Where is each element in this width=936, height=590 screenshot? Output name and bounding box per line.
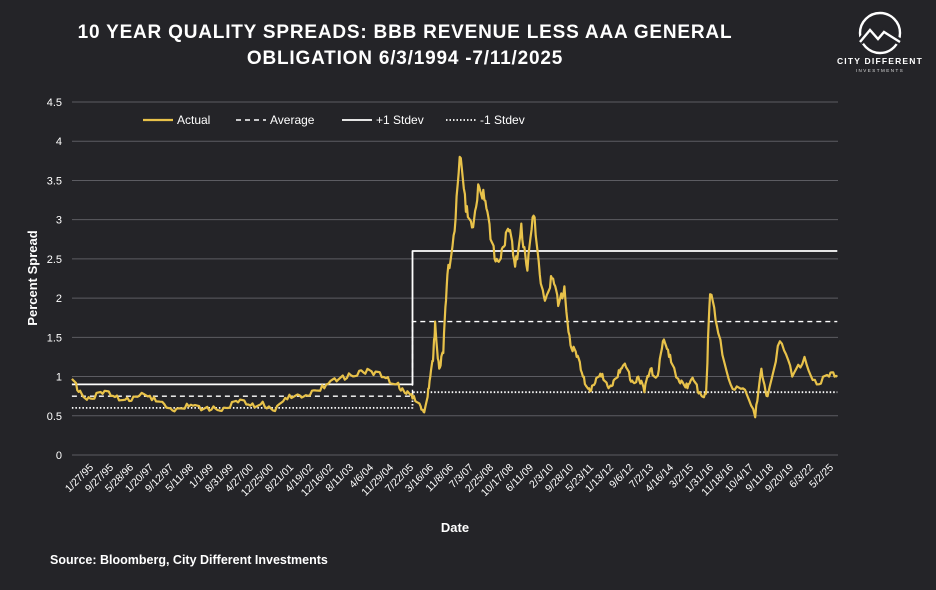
y-tick-label: 3.5 xyxy=(47,175,62,187)
y-tick-label: 2 xyxy=(56,293,62,305)
legend-label: Actual xyxy=(177,113,210,127)
x-axis-title: Date xyxy=(441,520,469,535)
series-line-actual xyxy=(71,155,838,419)
series-line-1-stdev xyxy=(71,250,838,386)
company-logo: CITY DIFFERENT INVESTMENTS xyxy=(826,10,934,90)
y-tick-label: 3 xyxy=(56,215,62,227)
legend-label: Average xyxy=(270,113,315,127)
logo-subtitle: INVESTMENTS xyxy=(855,68,905,73)
logo-name: CITY DIFFERENT xyxy=(836,56,924,66)
y-axis-title: Percent Spread xyxy=(25,230,40,325)
legend-label: +1 Stdev xyxy=(376,113,424,127)
chart-title-line1: 10 YEAR QUALITY SPREADS: BBB REVENUE LES… xyxy=(77,22,733,43)
source-note: Source: Bloomberg, City Different Invest… xyxy=(50,553,328,567)
legend-label: -1 Stdev xyxy=(480,113,525,127)
y-tick-label: 4.5 xyxy=(47,97,62,109)
chart-title: 10 YEAR QUALITY SPREADS: BBB REVENUE LES… xyxy=(60,20,750,72)
y-tick-label: 1.5 xyxy=(47,332,62,344)
chart-title-line2: OBLIGATION 6/3/1994 -7/11/2025 xyxy=(246,48,564,69)
y-tick-label: 2.5 xyxy=(47,254,62,266)
y-tick-label: 1 xyxy=(56,372,62,384)
y-tick-label: 4 xyxy=(56,136,62,148)
mountain-logo-icon xyxy=(857,11,902,55)
y-tick-label: 0.5 xyxy=(47,411,62,423)
y-tick-label: 0 xyxy=(56,450,62,462)
